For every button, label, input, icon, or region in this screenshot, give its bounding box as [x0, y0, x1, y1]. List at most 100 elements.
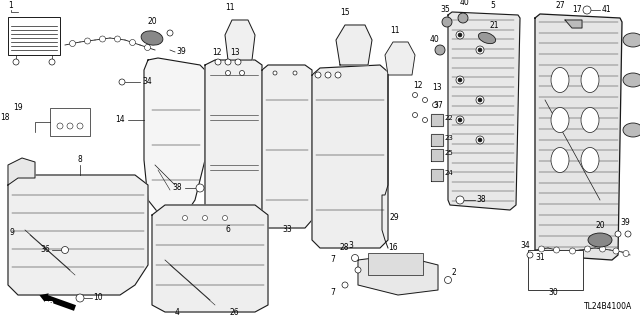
- Circle shape: [422, 98, 428, 102]
- Polygon shape: [336, 25, 372, 65]
- Circle shape: [196, 184, 204, 192]
- Circle shape: [351, 255, 358, 262]
- Circle shape: [413, 113, 417, 117]
- Circle shape: [335, 72, 341, 78]
- Circle shape: [478, 48, 482, 52]
- Circle shape: [84, 38, 90, 44]
- Circle shape: [476, 136, 484, 144]
- Circle shape: [355, 267, 361, 273]
- Text: 38: 38: [476, 195, 486, 204]
- Circle shape: [422, 117, 428, 122]
- Ellipse shape: [478, 33, 495, 44]
- Text: 2: 2: [452, 268, 457, 277]
- Ellipse shape: [588, 233, 612, 247]
- Text: 38: 38: [172, 183, 182, 192]
- Ellipse shape: [623, 73, 640, 87]
- Bar: [50, 108, 90, 136]
- Circle shape: [239, 70, 244, 76]
- Text: FR.: FR.: [43, 300, 57, 309]
- Text: 13: 13: [230, 48, 239, 57]
- Text: 40: 40: [430, 35, 440, 44]
- Polygon shape: [385, 42, 415, 75]
- Circle shape: [115, 36, 120, 42]
- Ellipse shape: [623, 123, 640, 137]
- Polygon shape: [431, 134, 443, 146]
- Circle shape: [442, 17, 452, 27]
- Circle shape: [99, 36, 106, 42]
- Circle shape: [600, 246, 605, 252]
- Text: 4: 4: [175, 308, 180, 317]
- Polygon shape: [8, 158, 35, 185]
- FancyArrow shape: [40, 293, 76, 311]
- Text: 27: 27: [555, 1, 564, 10]
- Circle shape: [342, 282, 348, 288]
- Text: 8: 8: [78, 155, 83, 164]
- Ellipse shape: [581, 108, 599, 132]
- Circle shape: [458, 78, 462, 82]
- Text: 40: 40: [460, 0, 470, 7]
- Circle shape: [554, 247, 559, 253]
- Text: 25: 25: [445, 150, 454, 156]
- Circle shape: [435, 45, 445, 55]
- Text: 37: 37: [433, 101, 443, 110]
- Text: 18: 18: [0, 113, 10, 122]
- Text: 29: 29: [390, 213, 399, 222]
- Circle shape: [129, 40, 136, 46]
- Polygon shape: [448, 12, 520, 210]
- Text: 23: 23: [445, 135, 454, 141]
- Circle shape: [315, 72, 321, 78]
- Circle shape: [77, 123, 83, 129]
- Circle shape: [458, 33, 462, 37]
- Ellipse shape: [551, 108, 569, 132]
- Text: 34: 34: [520, 241, 530, 250]
- Text: 31: 31: [535, 253, 545, 262]
- Text: 30: 30: [548, 288, 557, 297]
- Circle shape: [413, 93, 417, 98]
- Text: 3: 3: [348, 241, 353, 250]
- Circle shape: [456, 116, 464, 124]
- Circle shape: [76, 294, 84, 302]
- Circle shape: [235, 59, 241, 65]
- Text: 11: 11: [390, 26, 399, 35]
- Text: 15: 15: [340, 8, 349, 17]
- Circle shape: [61, 247, 68, 254]
- Circle shape: [476, 96, 484, 104]
- Text: 7: 7: [330, 288, 335, 297]
- Ellipse shape: [581, 147, 599, 173]
- Circle shape: [49, 59, 55, 65]
- Text: 28: 28: [340, 243, 349, 252]
- Circle shape: [615, 231, 621, 237]
- Text: 1: 1: [8, 1, 13, 10]
- Text: 17: 17: [572, 5, 582, 14]
- Text: 26: 26: [230, 308, 239, 317]
- Polygon shape: [312, 65, 388, 248]
- Polygon shape: [535, 14, 622, 260]
- Text: 33: 33: [282, 225, 292, 234]
- Circle shape: [613, 248, 619, 254]
- Circle shape: [202, 216, 207, 220]
- Circle shape: [538, 246, 545, 252]
- Text: 36: 36: [40, 245, 50, 254]
- Text: 39: 39: [620, 218, 630, 227]
- Ellipse shape: [623, 33, 640, 47]
- Circle shape: [445, 277, 451, 284]
- Circle shape: [167, 30, 173, 36]
- Circle shape: [433, 102, 438, 108]
- Text: 9: 9: [10, 228, 15, 237]
- Circle shape: [223, 216, 227, 220]
- Bar: [368, 253, 423, 275]
- Circle shape: [584, 246, 591, 252]
- Text: 16: 16: [388, 243, 397, 252]
- Text: 41: 41: [602, 5, 612, 14]
- Polygon shape: [358, 255, 438, 295]
- Text: 10: 10: [93, 293, 102, 302]
- Text: 24: 24: [445, 170, 454, 176]
- Bar: [8, 17, 60, 55]
- Text: 6: 6: [225, 225, 230, 234]
- Circle shape: [225, 59, 231, 65]
- Ellipse shape: [551, 68, 569, 93]
- Circle shape: [13, 59, 19, 65]
- Text: 21: 21: [490, 21, 499, 30]
- Circle shape: [273, 71, 277, 75]
- Circle shape: [458, 118, 462, 122]
